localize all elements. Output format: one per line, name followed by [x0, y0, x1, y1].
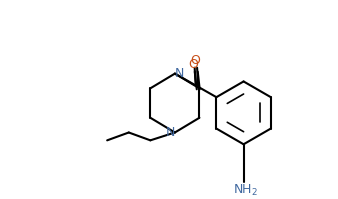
- Text: O: O: [188, 58, 198, 71]
- Text: N: N: [165, 126, 175, 139]
- Text: O: O: [191, 54, 200, 67]
- Text: N: N: [175, 67, 185, 80]
- Text: NH$_2$: NH$_2$: [233, 183, 258, 198]
